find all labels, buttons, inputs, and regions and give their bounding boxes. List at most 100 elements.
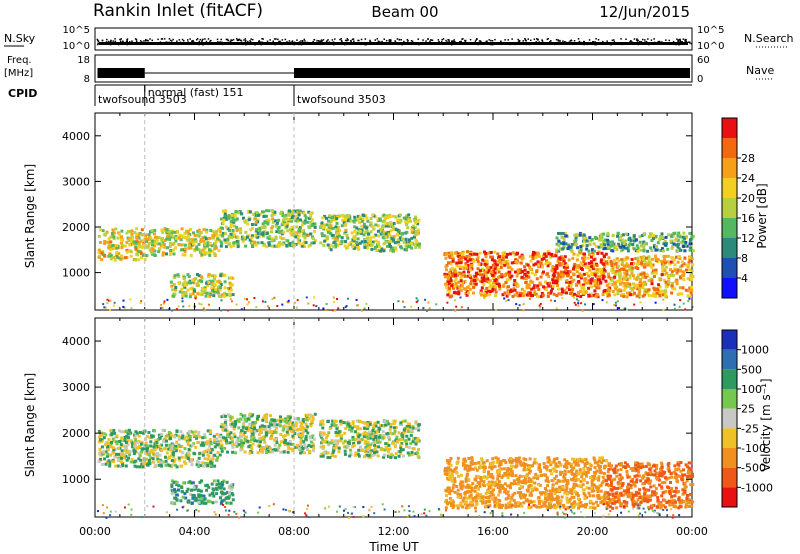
velocity-cell xyxy=(178,449,182,453)
power-cell xyxy=(677,255,681,258)
power-cell xyxy=(599,236,603,240)
velocity-cell xyxy=(138,451,142,455)
power-cell xyxy=(469,253,473,256)
power-cell xyxy=(667,254,670,258)
power-cell xyxy=(649,246,653,250)
power-cell xyxy=(168,229,172,233)
noise-point xyxy=(351,38,354,41)
power-cell xyxy=(611,271,615,275)
date-label: 12/Jun/2015 xyxy=(599,3,690,21)
velocity-cell xyxy=(342,445,346,449)
velocity-cell xyxy=(109,443,113,446)
power-cell xyxy=(256,218,260,222)
velocity-cell xyxy=(365,422,369,426)
power-cell xyxy=(642,245,646,249)
power-cell xyxy=(223,238,227,242)
velocity-cell xyxy=(326,451,330,455)
velocity-cell xyxy=(240,443,244,447)
power-cell xyxy=(527,283,531,287)
power-cell xyxy=(447,261,450,265)
velocity-cell xyxy=(119,460,123,464)
power-cell xyxy=(483,297,486,300)
velocity-cell xyxy=(168,455,171,459)
power-cell xyxy=(594,244,598,248)
power-cell xyxy=(470,263,474,267)
power-cell xyxy=(290,216,294,219)
power-cell xyxy=(491,273,495,277)
velocity-cell xyxy=(321,454,325,458)
power-cell xyxy=(591,265,595,269)
power-cell xyxy=(217,294,221,298)
power-cell xyxy=(427,301,430,304)
velocity-cell xyxy=(160,432,164,436)
power-cell xyxy=(407,238,411,242)
power-cell xyxy=(414,233,418,237)
power-cell xyxy=(380,247,384,251)
velocity-cell xyxy=(247,427,251,431)
velocity-cell xyxy=(382,455,386,459)
noise-point xyxy=(364,38,367,40)
power-cell xyxy=(228,276,232,280)
velocity-cell xyxy=(265,451,268,454)
velocity-cell xyxy=(409,441,413,445)
velocity-cell xyxy=(305,418,309,422)
velocity-cell xyxy=(106,447,110,451)
velocity-cell xyxy=(364,439,368,443)
power-cell xyxy=(582,272,586,276)
power-cell xyxy=(153,242,157,246)
noise-point xyxy=(147,40,149,42)
noise-point xyxy=(176,40,178,42)
power-cell xyxy=(498,256,502,260)
velocity-cell xyxy=(123,439,127,443)
velocity-cell xyxy=(234,441,238,445)
velocity-cell xyxy=(263,440,267,444)
power-cell xyxy=(684,288,688,292)
velocity-cell xyxy=(285,419,289,423)
noise-point xyxy=(201,40,203,43)
velocity-cell xyxy=(212,434,216,438)
power-cell xyxy=(453,279,457,283)
power-cell xyxy=(624,258,628,261)
velocity-cell xyxy=(180,436,184,440)
power-cell xyxy=(107,237,111,241)
velocity-cell xyxy=(114,464,118,468)
velocity-cell xyxy=(154,439,158,443)
power-cell xyxy=(637,293,641,296)
power-cell xyxy=(636,262,639,266)
noise-point xyxy=(491,40,494,42)
noise-point xyxy=(445,39,447,42)
noise-point xyxy=(588,39,591,41)
power-cell xyxy=(593,271,597,275)
power-cell xyxy=(309,212,313,216)
velocity-cell xyxy=(120,449,124,453)
velocity-cell xyxy=(333,441,336,444)
velocity-cell xyxy=(188,430,191,434)
power-cell xyxy=(277,230,281,234)
power-cell xyxy=(115,255,119,259)
noise-point xyxy=(430,39,432,41)
power-cell xyxy=(515,261,519,265)
velocity-cell xyxy=(203,449,207,453)
power-cell xyxy=(454,277,458,281)
power-cell xyxy=(455,285,459,288)
power-cell xyxy=(497,259,501,263)
power-cell xyxy=(444,252,448,256)
velocity-cell xyxy=(261,449,264,453)
power-cell xyxy=(642,271,646,275)
power-cell xyxy=(214,246,218,250)
power-cell xyxy=(231,217,235,221)
power-cell xyxy=(223,273,227,277)
power-cell xyxy=(228,229,232,233)
power-cell xyxy=(244,237,248,241)
power-cell xyxy=(469,282,473,286)
noise-point xyxy=(595,38,597,40)
velocity-cell xyxy=(242,441,246,445)
velocity-cell xyxy=(336,439,340,443)
power-cell xyxy=(654,268,658,272)
power-cell xyxy=(662,242,666,246)
power-cell xyxy=(451,272,455,276)
power-cell xyxy=(589,292,593,296)
velocity-cell xyxy=(108,464,112,468)
noise-point xyxy=(602,40,604,43)
power-cell xyxy=(515,274,519,278)
